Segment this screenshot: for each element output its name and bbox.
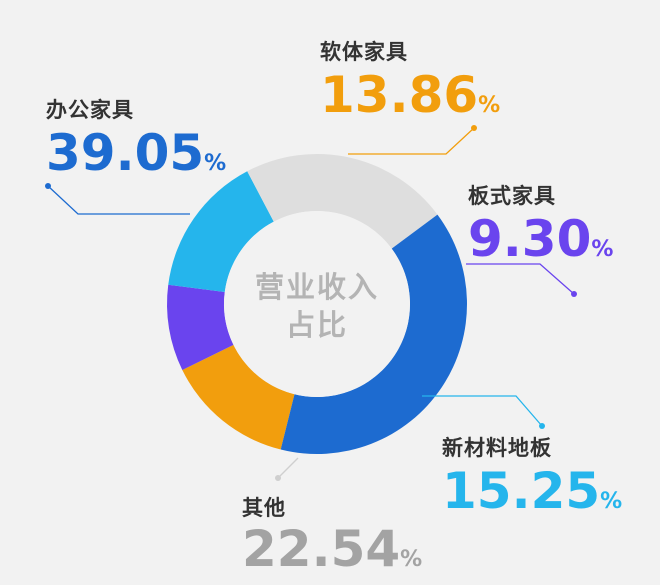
label-new-material-flooring: 新材料地板 15.25% (442, 432, 622, 516)
leader-panel-furniture-dot (571, 291, 577, 297)
percent-value: 22.54% (242, 520, 423, 578)
category-name: 板式家具 (468, 184, 556, 208)
slice-new-material-flooring (168, 171, 274, 293)
donut-hole (224, 211, 410, 397)
slice-soft-furniture (182, 344, 295, 450)
label-panel-furniture: 板式家具 9.30% (468, 180, 613, 264)
percent-value: 9.30% (468, 210, 614, 268)
leader-new-material-flooring (422, 395, 543, 427)
percent-value: 13.86% (320, 66, 501, 124)
center-label-line-2: 占比 (285, 308, 348, 342)
category-name: 其他 (242, 496, 286, 520)
category-name: 软体家具 (320, 40, 408, 64)
label-other: 其他 22.54% (242, 492, 422, 574)
slice-panel-furniture (167, 284, 234, 371)
category-name: 新材料地板 (442, 436, 552, 460)
leader-new-material-flooring-dot (539, 423, 545, 429)
label-office-furniture: 办公家具 39.05% (46, 94, 226, 178)
leader-soft-furniture-dot (471, 125, 477, 131)
donut-center-label: 营业收入 占比 (226, 268, 408, 344)
leader-panel-furniture (466, 263, 575, 295)
leader-other-dot (275, 475, 281, 481)
percent-value: 39.05% (46, 124, 227, 182)
label-soft-furniture: 软体家具 13.86% (320, 36, 500, 120)
leader-soft-furniture (348, 127, 475, 155)
slice-other (247, 154, 438, 249)
donut-slices (167, 154, 467, 455)
leader-office-furniture-dot (45, 183, 51, 189)
percent-value: 15.25% (442, 462, 623, 520)
category-name: 办公家具 (46, 98, 134, 122)
leader-lines (45, 125, 577, 481)
leader-office-furniture (47, 185, 190, 215)
leader-other (277, 457, 299, 479)
slice-office-furniture (280, 214, 467, 455)
center-label-line-1: 营业收入 (254, 270, 379, 304)
